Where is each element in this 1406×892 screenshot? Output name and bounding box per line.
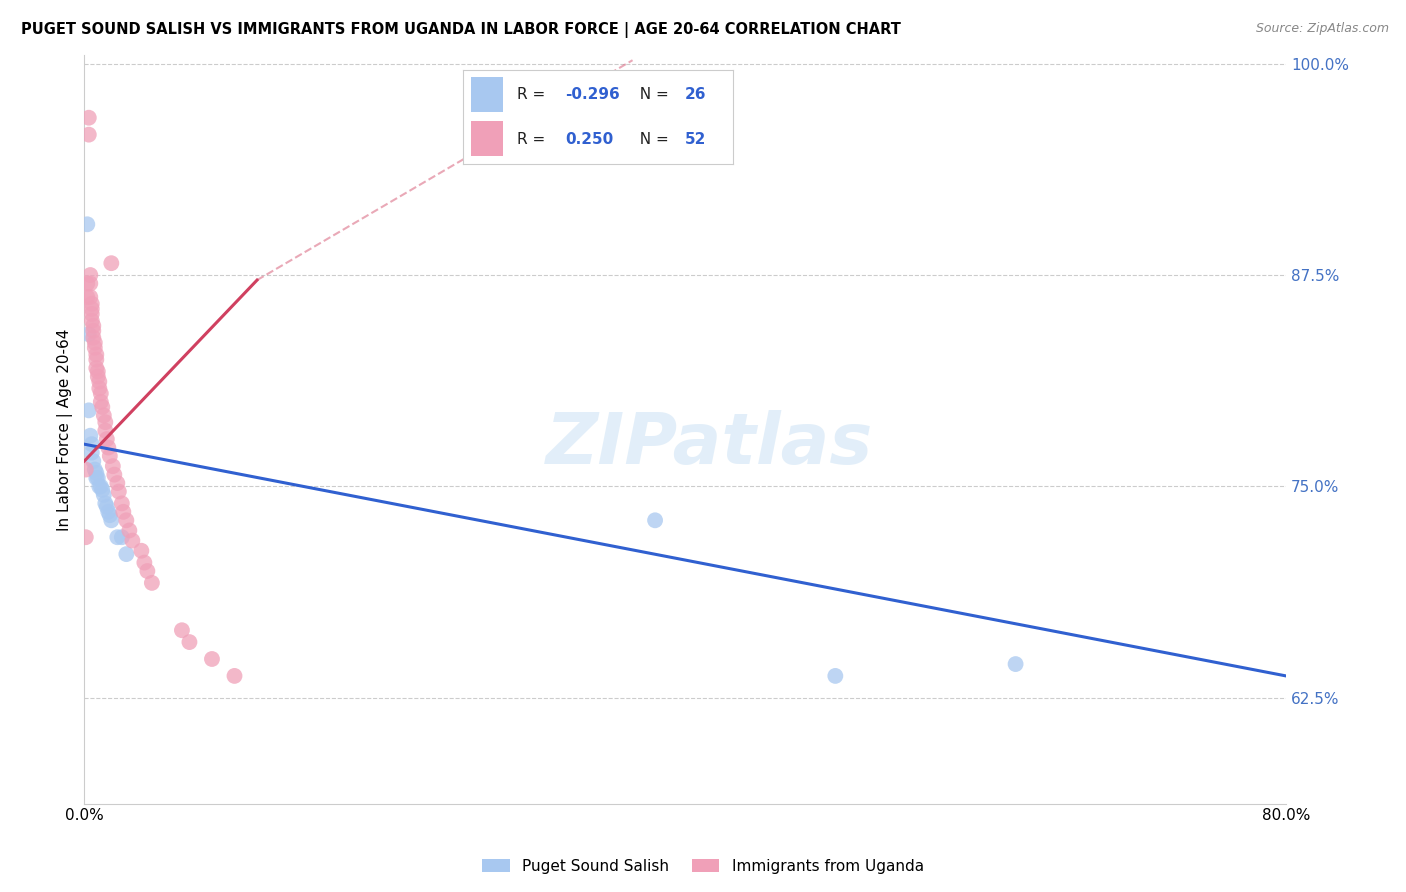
Point (82, 454, 104, 468)
Legend: Puget Sound Salish, Immigrants from Uganda: Puget Sound Salish, Immigrants from Ugan… (477, 853, 929, 880)
Point (84, 471, 107, 485)
Point (93, 409, 115, 423)
Point (79, 277, 101, 291)
Point (80, 314, 103, 328)
Point (94, 496, 117, 510)
Point (90, 395, 112, 409)
Point (89, 381, 111, 395)
Point (79, 428, 101, 442)
Point (1004, 657, 1026, 671)
Point (93, 488, 115, 502)
Point (80, 301, 103, 316)
Point (76, 217, 98, 231)
Point (134, 556, 156, 570)
Point (105, 476, 128, 491)
Point (84, 361, 107, 376)
Point (97, 505, 120, 519)
Point (108, 484, 131, 499)
Point (96, 500, 118, 514)
Point (80, 437, 103, 451)
Point (90, 479, 112, 493)
Point (89, 375, 111, 389)
Point (90, 386, 112, 401)
Point (100, 513, 122, 527)
Point (201, 652, 224, 666)
Point (98, 449, 121, 463)
Point (79, 290, 101, 304)
Point (170, 624, 193, 638)
Point (76, 277, 98, 291)
Point (118, 524, 141, 538)
Point (87, 471, 110, 485)
Point (87, 369, 110, 384)
Point (100, 256, 122, 270)
Point (80, 297, 103, 311)
Point (111, 496, 134, 510)
Point (80, 445, 103, 459)
Point (77, 111, 100, 125)
Point (115, 513, 138, 527)
Point (75, 530, 97, 544)
Point (131, 543, 153, 558)
Point (80, 307, 103, 321)
Point (89, 479, 111, 493)
Point (84, 466, 107, 480)
Text: ZIPatlas: ZIPatlas (546, 409, 873, 479)
Point (103, 467, 125, 482)
Point (111, 530, 134, 544)
Point (644, 513, 666, 527)
Point (79, 268, 101, 282)
Point (112, 505, 135, 519)
Point (121, 533, 143, 548)
Point (75, 462, 97, 476)
Point (83, 341, 105, 355)
Point (82, 324, 104, 338)
Point (97, 441, 120, 455)
Point (77, 403, 100, 417)
Point (77, 327, 100, 342)
Point (94, 415, 117, 429)
Point (115, 547, 138, 561)
Point (83, 462, 105, 476)
Y-axis label: In Labor Force | Age 20-64: In Labor Force | Age 20-64 (58, 328, 73, 531)
Point (94, 424, 117, 438)
Point (105, 530, 128, 544)
Point (824, 669, 846, 683)
Point (136, 564, 159, 578)
Point (179, 635, 201, 649)
Point (84, 347, 107, 361)
Point (83, 335, 105, 350)
Text: Source: ZipAtlas.com: Source: ZipAtlas.com (1256, 22, 1389, 36)
Point (91, 483, 114, 497)
Point (141, 575, 163, 590)
Point (84, 352, 107, 367)
Point (98, 508, 121, 523)
Point (101, 459, 124, 474)
Point (82, 330, 104, 344)
Point (87, 364, 110, 378)
Point (77, 128, 100, 142)
Point (224, 669, 246, 683)
Point (82, 318, 104, 333)
Point (76, 290, 98, 304)
Point (96, 432, 118, 446)
Point (91, 400, 114, 414)
Text: PUGET SOUND SALISH VS IMMIGRANTS FROM UGANDA IN LABOR FORCE | AGE 20-64 CORRELAT: PUGET SOUND SALISH VS IMMIGRANTS FROM UG… (21, 22, 901, 38)
